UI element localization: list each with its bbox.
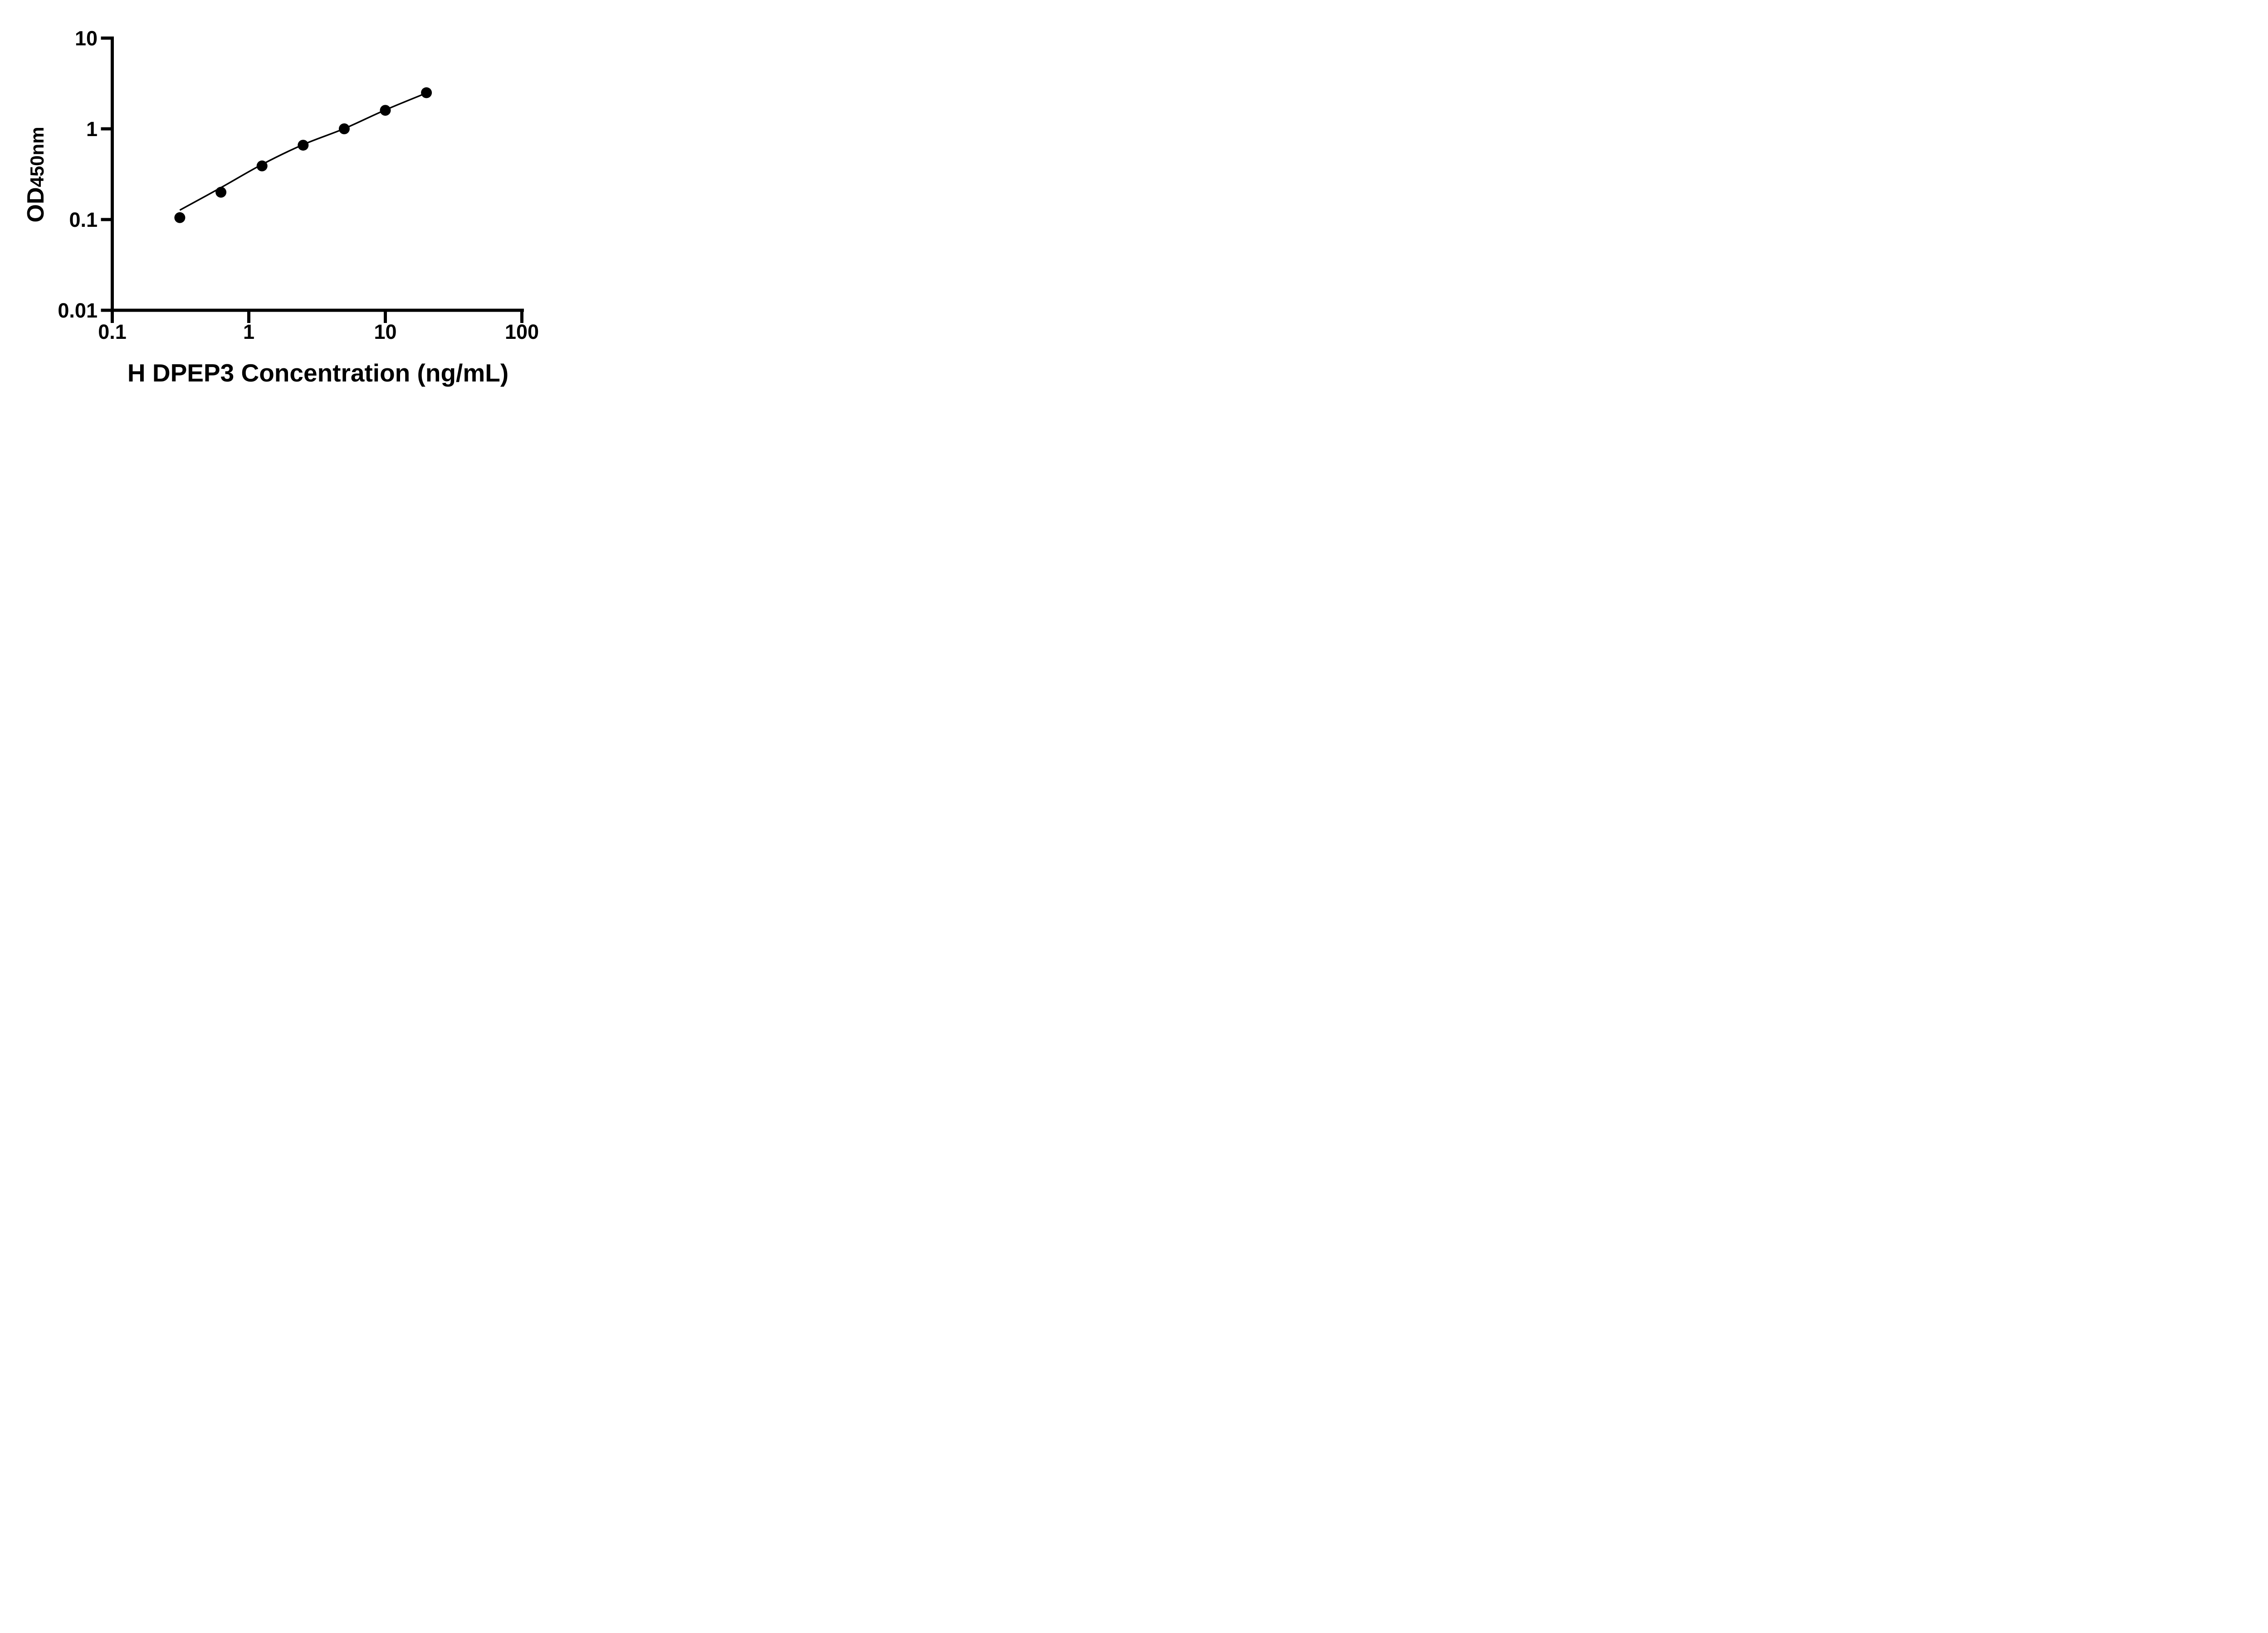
data-points	[174, 87, 432, 223]
data-point-5	[338, 123, 350, 134]
data-point-6	[380, 105, 391, 116]
y-tick-label-1: 1	[86, 117, 98, 141]
x-axis-title: H DPEP3 Concentration (ng/mL)	[127, 359, 508, 387]
axis-ticks	[101, 36, 523, 323]
data-point-1	[174, 212, 186, 223]
x-tick-label-1: 1	[243, 320, 254, 343]
elisa-standard-curve-figure: 10 1 0.1 0.01 0.1 1 10 100 H DPEP3 Concentratio…	[0, 0, 583, 408]
y-axis-title-main: OD	[23, 187, 49, 223]
axes	[111, 38, 524, 312]
y-tick-label-0.01: 0.01	[58, 299, 98, 322]
data-point-2	[215, 186, 227, 198]
data-point-4	[298, 140, 309, 151]
x-tick-label-100: 100	[505, 320, 539, 343]
y-axis-title: OD450nm	[23, 127, 49, 222]
x-tick-label-10: 10	[374, 320, 396, 343]
data-point-3	[256, 160, 268, 171]
y-tick-label-0.1: 0.1	[69, 208, 98, 231]
data-point-7	[421, 87, 432, 98]
x-tick-label-0.1: 0.1	[98, 320, 127, 343]
y-axis-title-subscript: 450nm	[26, 127, 48, 187]
y-tick-label-10: 10	[75, 27, 98, 50]
